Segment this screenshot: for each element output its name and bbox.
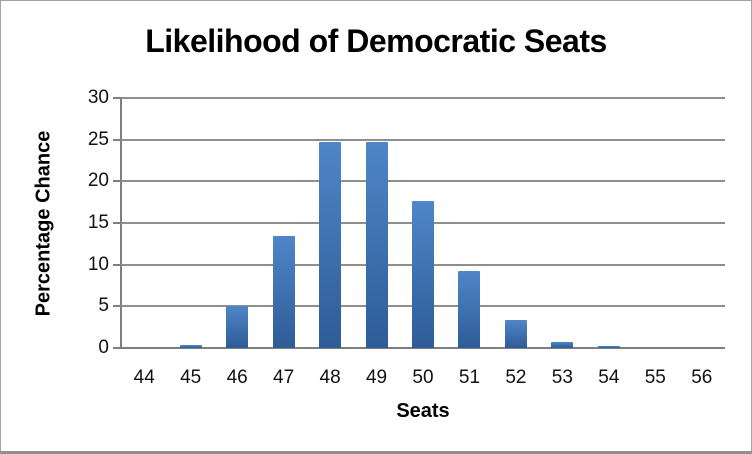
y-tick-mark-0 bbox=[113, 347, 121, 349]
bar-46 bbox=[226, 306, 249, 348]
x-tick-label-45: 45 bbox=[180, 367, 202, 388]
bar-54 bbox=[597, 346, 620, 348]
y-tick-mark-20 bbox=[113, 180, 121, 183]
y-tick-mark-5 bbox=[113, 305, 121, 308]
x-tick-label-47: 47 bbox=[273, 367, 295, 388]
y-tick-label-15: 15 bbox=[87, 212, 109, 233]
x-tick-label-48: 48 bbox=[319, 367, 341, 388]
bar-53 bbox=[551, 342, 574, 348]
y-axis-title: Percentage Chance bbox=[32, 130, 55, 316]
y-tick-label-30: 30 bbox=[87, 87, 109, 108]
x-tick-label-49: 49 bbox=[365, 367, 388, 388]
y-tick-mark-30 bbox=[113, 97, 121, 99]
x-axis-title: Seats bbox=[396, 400, 450, 422]
gridline-y-0 bbox=[121, 347, 725, 349]
x-tick-label-44: 44 bbox=[133, 367, 155, 388]
x-tick-label-55: 55 bbox=[644, 367, 666, 388]
x-tick-label-56: 56 bbox=[691, 367, 713, 388]
x-tick-label-50: 50 bbox=[412, 367, 434, 388]
y-tick-mark-10 bbox=[113, 263, 121, 266]
x-tick-label-52: 52 bbox=[505, 367, 527, 388]
y-tick-mark-15 bbox=[113, 222, 121, 224]
x-tick-label-53: 53 bbox=[551, 367, 573, 388]
x-tick-label-51: 51 bbox=[458, 367, 481, 388]
bar-48 bbox=[319, 142, 342, 348]
y-tick-label-0: 0 bbox=[98, 337, 109, 358]
bar-50 bbox=[412, 200, 434, 348]
y-tick-label-25: 25 bbox=[87, 128, 109, 150]
gridline-y-25 bbox=[121, 138, 725, 141]
y-tick-mark-25 bbox=[113, 138, 121, 141]
bar-51 bbox=[458, 271, 481, 348]
bar-49 bbox=[365, 142, 388, 348]
gridline-y-30 bbox=[121, 97, 725, 99]
chart-title: Likelihood of Democratic Seats bbox=[145, 23, 607, 59]
x-tick-label-54: 54 bbox=[598, 367, 620, 388]
y-tick-label-20: 20 bbox=[87, 170, 109, 192]
plot-area bbox=[121, 97, 725, 349]
gridline-y-20 bbox=[121, 180, 725, 183]
bar-47 bbox=[272, 236, 295, 348]
y-tick-label-5: 5 bbox=[98, 295, 109, 317]
x-tick-label-46: 46 bbox=[226, 367, 248, 388]
y-axis-title-box: Percentage Chance bbox=[23, 98, 65, 348]
bar-52 bbox=[504, 319, 527, 348]
bar-45 bbox=[179, 344, 202, 348]
y-tick-label-10: 10 bbox=[87, 253, 109, 275]
